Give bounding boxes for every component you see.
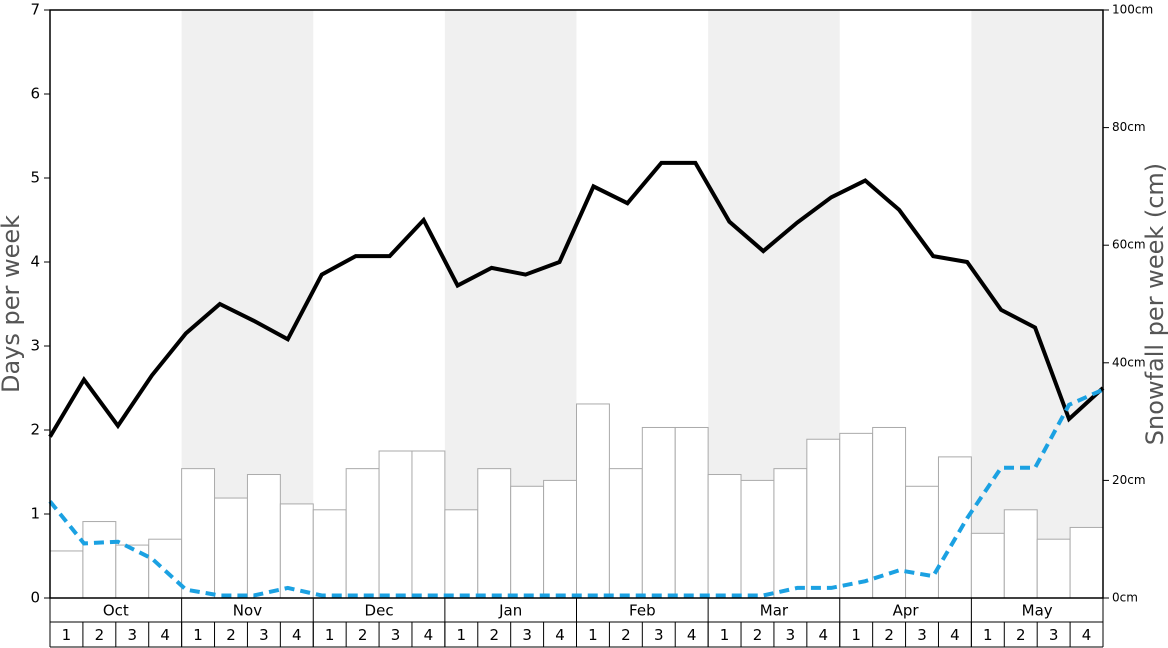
x-tick-label: 4 bbox=[555, 626, 565, 644]
bar bbox=[214, 497, 248, 599]
month-label: Nov bbox=[233, 602, 262, 620]
x-tick-label: 1 bbox=[983, 626, 993, 644]
x-tick-label: 1 bbox=[851, 626, 861, 644]
bar bbox=[1003, 509, 1038, 599]
bar bbox=[411, 450, 446, 599]
y-tick-label: 2 bbox=[30, 421, 40, 439]
bar bbox=[378, 450, 413, 599]
x-tick-label: 1 bbox=[193, 626, 203, 644]
y-tick-label: 4 bbox=[30, 253, 40, 271]
x-tick-label: 2 bbox=[753, 626, 763, 644]
month-label: Feb bbox=[629, 602, 656, 620]
y2-axis-label: Snowfall per week (cm) bbox=[1141, 163, 1168, 445]
y-tick-label: 1 bbox=[30, 505, 40, 523]
x-tick-label: 4 bbox=[819, 626, 829, 644]
line-series bbox=[48, 387, 1104, 598]
bar bbox=[1069, 526, 1104, 599]
y2-tick-label: 0cm bbox=[1112, 591, 1138, 605]
x-tick-label: 1 bbox=[325, 626, 335, 644]
month-label: Mar bbox=[760, 602, 789, 620]
bar bbox=[740, 479, 775, 599]
x-tick-label: 4 bbox=[950, 626, 960, 644]
month-label: Apr bbox=[893, 602, 920, 620]
y-axis-label: Days per week bbox=[0, 215, 25, 393]
bar bbox=[806, 438, 841, 599]
y2-tick-label: 20cm bbox=[1112, 473, 1146, 487]
bar bbox=[543, 479, 577, 599]
x-tick-label: 1 bbox=[457, 626, 467, 644]
x-tick-label: 3 bbox=[522, 626, 532, 644]
bar bbox=[608, 468, 643, 599]
x-tick-label: 3 bbox=[259, 626, 269, 644]
bar bbox=[839, 432, 874, 599]
bar bbox=[937, 456, 972, 599]
bar bbox=[49, 550, 84, 599]
month-label: Oct bbox=[103, 602, 129, 620]
y-tick-label: 0 bbox=[30, 589, 40, 607]
bar bbox=[510, 485, 545, 599]
bar bbox=[181, 468, 216, 599]
y2-tick-label: 100cm bbox=[1112, 3, 1153, 17]
x-tick-label: 3 bbox=[127, 626, 137, 644]
x-tick-label: 2 bbox=[489, 626, 499, 644]
y2-tick-label: 80cm bbox=[1112, 120, 1146, 134]
bar bbox=[674, 426, 709, 599]
x-tick-label: 3 bbox=[786, 626, 796, 644]
bar bbox=[148, 538, 183, 599]
x-tick-label: 2 bbox=[358, 626, 368, 644]
bar bbox=[641, 426, 676, 599]
month-label: May bbox=[1022, 602, 1053, 620]
x-tick-label: 3 bbox=[1049, 626, 1059, 644]
x-tick-label: 4 bbox=[292, 626, 302, 644]
x-tick-label: 1 bbox=[588, 626, 598, 644]
month-label: Jan bbox=[498, 602, 522, 620]
x-tick-label: 4 bbox=[160, 626, 170, 644]
bar bbox=[345, 468, 380, 599]
bar bbox=[872, 426, 907, 599]
bar bbox=[576, 403, 610, 599]
x-tick-label: 2 bbox=[621, 626, 631, 644]
y-tick-label: 3 bbox=[30, 337, 40, 355]
bar bbox=[1036, 538, 1071, 599]
x-tick-label: 2 bbox=[1016, 626, 1026, 644]
bar bbox=[444, 509, 479, 599]
x-tick-label: 4 bbox=[1082, 626, 1092, 644]
y2-tick-label: 60cm bbox=[1112, 238, 1146, 252]
x-tick-label: 3 bbox=[917, 626, 927, 644]
line-series bbox=[48, 160, 1105, 438]
y-tick-label: 5 bbox=[30, 169, 40, 187]
bar bbox=[246, 474, 281, 599]
bar bbox=[82, 521, 117, 599]
bar bbox=[905, 485, 939, 599]
x-tick-label: 1 bbox=[62, 626, 72, 644]
x-tick-label: 3 bbox=[391, 626, 401, 644]
y-tick-label: 7 bbox=[30, 1, 40, 19]
month-label: Dec bbox=[365, 602, 394, 620]
x-tick-label: 3 bbox=[654, 626, 664, 644]
x-tick-label: 2 bbox=[884, 626, 894, 644]
x-tick-label: 2 bbox=[95, 626, 105, 644]
month-band bbox=[971, 10, 1103, 598]
bar bbox=[312, 509, 347, 599]
x-tick-label: 4 bbox=[687, 626, 697, 644]
x-tick-label: 1 bbox=[720, 626, 730, 644]
bar bbox=[970, 532, 1005, 599]
x-tick-label: 4 bbox=[424, 626, 434, 644]
y-tick-label: 6 bbox=[30, 85, 40, 103]
bar bbox=[773, 468, 808, 599]
bar bbox=[477, 468, 512, 599]
y2-tick-label: 40cm bbox=[1112, 355, 1146, 369]
bar bbox=[707, 474, 742, 599]
x-tick-label: 2 bbox=[226, 626, 236, 644]
bar bbox=[279, 503, 314, 599]
